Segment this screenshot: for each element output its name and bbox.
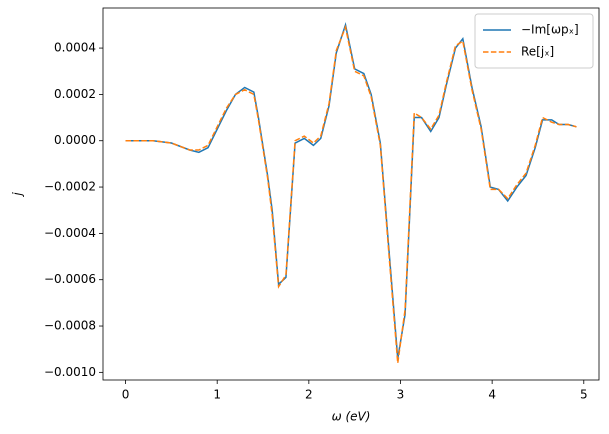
y-tick-label: 0.0004 <box>54 41 96 55</box>
y-tick-label: 0.0002 <box>54 87 96 101</box>
y-tick-label: −0.0002 <box>44 180 96 194</box>
y-tick-label: −0.0010 <box>44 365 96 379</box>
y-tick-label: −0.0006 <box>44 272 96 286</box>
y-tick-label: −0.0008 <box>44 319 96 333</box>
axes-frame <box>102 7 600 381</box>
x-tick-label: 0 <box>122 388 130 402</box>
legend-label: −Im[ωpₓ] <box>521 23 579 37</box>
y-tick-label: 0.0000 <box>54 133 96 147</box>
y-axis-label: j <box>11 192 25 198</box>
x-tick-label: 3 <box>397 388 405 402</box>
x-axis-label: ω (eV) <box>332 410 371 424</box>
x-tick-label: 4 <box>488 388 496 402</box>
x-tick-label: 2 <box>305 388 313 402</box>
series-line <box>125 24 577 364</box>
legend-label: Re[jₓ] <box>521 45 554 59</box>
legend-box <box>474 13 594 69</box>
y-tick-label: −0.0004 <box>44 226 96 240</box>
x-tick-label: 1 <box>213 388 221 402</box>
x-tick-label: 5 <box>580 388 588 402</box>
